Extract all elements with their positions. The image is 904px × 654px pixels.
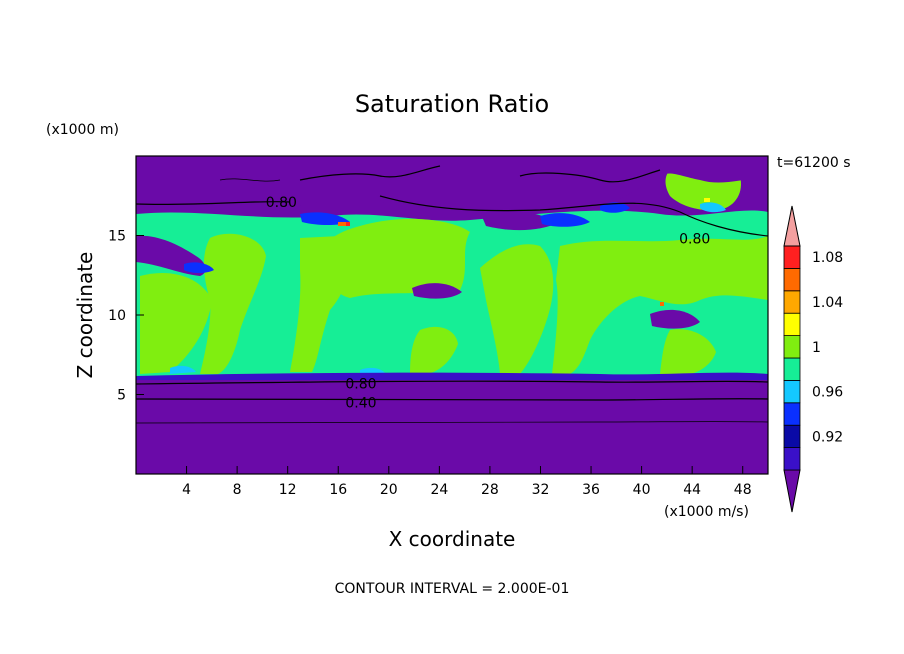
chart-title: Saturation Ratio xyxy=(355,90,549,118)
colorbar-segment xyxy=(783,379,801,404)
contour-label-group: 0.80 0.80 0.80 0.40 xyxy=(266,195,710,411)
y-tick-group: 5 10 15 xyxy=(108,229,144,404)
colorbar-segment xyxy=(783,335,801,359)
x-tick-label: 20 xyxy=(380,482,398,498)
colorbar-segment xyxy=(783,424,801,449)
colorbar-high-extension xyxy=(783,205,801,247)
contour-label: 0.80 xyxy=(345,376,376,392)
x-tick-label: 8 xyxy=(233,482,242,498)
colorbar-label: 0.92 xyxy=(812,429,843,445)
time-label: t=61200 s xyxy=(777,155,851,171)
y-unit-label: (x1000 m) xyxy=(46,122,119,138)
colorbar-segment xyxy=(783,267,801,292)
colorbar-low-extension xyxy=(783,469,801,513)
x-tick-label: 4 xyxy=(182,482,191,498)
x-tick-label: 12 xyxy=(279,482,297,498)
contour-label: 0.80 xyxy=(679,232,710,248)
contour-interval-footer: CONTOUR INTERVAL = 2.000E-01 xyxy=(335,581,570,597)
x-tick-group: 4 8 12 16 20 24 28 32 36 40 44 48 xyxy=(182,466,752,498)
colorbar-label: 0.96 xyxy=(812,385,843,401)
colorbar-segment xyxy=(783,402,801,426)
blue-spots xyxy=(184,202,630,273)
y-axis-title: Z coordinate xyxy=(73,252,97,379)
contour-label: 0.80 xyxy=(266,195,297,211)
lower-layer-top-edge xyxy=(136,372,768,380)
cyan-spots xyxy=(170,202,726,374)
colorbar-segment xyxy=(783,447,801,471)
x-tick-label: 28 xyxy=(481,482,499,498)
x-unit-label: (x1000 m/s) xyxy=(664,504,749,520)
y-tick-label: 5 xyxy=(117,388,126,404)
colorbar-segment xyxy=(783,290,801,314)
upper-purple-band xyxy=(136,156,768,219)
colorbar-label: 1.04 xyxy=(812,295,843,311)
lower-purple-layer xyxy=(136,376,768,474)
contour-label: 0.40 xyxy=(345,395,376,411)
x-tick-label: 36 xyxy=(582,482,600,498)
colorbar: 0.92 0.96 1 1.04 1.08 xyxy=(783,205,843,513)
warm-spots xyxy=(338,198,710,306)
y-tick-label: 10 xyxy=(108,308,126,324)
colorbar-segment xyxy=(783,245,801,269)
x-tick-label: 40 xyxy=(633,482,651,498)
x-tick-label: 48 xyxy=(734,482,752,498)
colorbar-segment xyxy=(783,312,801,337)
x-axis-title: X coordinate xyxy=(389,527,516,551)
x-tick-label: 32 xyxy=(532,482,550,498)
colorbar-label: 1 xyxy=(812,340,821,356)
plot-area xyxy=(136,156,768,474)
colorbar-segment xyxy=(783,357,801,381)
x-tick-label: 44 xyxy=(683,482,701,498)
x-tick-label: 16 xyxy=(329,482,347,498)
x-tick-label: 24 xyxy=(430,482,448,498)
y-tick-label: 15 xyxy=(108,229,126,245)
colorbar-label: 1.08 xyxy=(812,250,843,266)
